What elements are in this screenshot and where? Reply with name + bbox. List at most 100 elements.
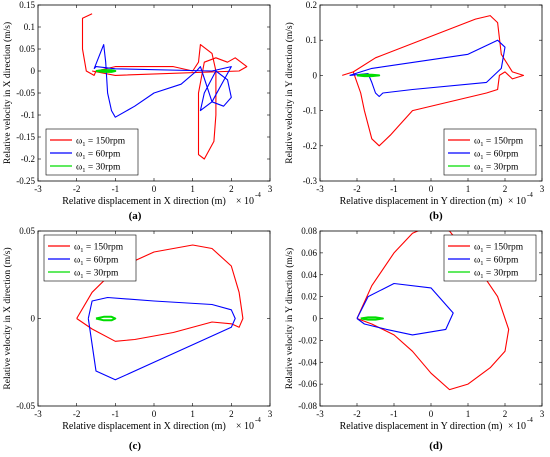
chart-panel-3: -3 -2 -1 0 1 2 3 0.05 0 -0.05 Relative displacemen… <box>2 226 273 452</box>
x-exponent-power: -4 <box>255 416 261 424</box>
y-tick-label: 0.05 <box>19 226 35 236</box>
y-tick-label: -0.1 <box>303 106 317 116</box>
y-tick-label: 0.15 <box>19 0 35 10</box>
y-tick-label: -0.3 <box>303 176 318 186</box>
x-tick-label: 2 <box>503 184 508 194</box>
legend-entry: ω1 = 30rpm <box>474 269 519 281</box>
legend-entry: ω1 = 30rpm <box>74 269 119 281</box>
chart-panel-2: -3 -2 -1 0 1 2 3 0.2 0.1 0 -0.1 -0.2 -0.3 Relative di… <box>284 0 545 222</box>
x-exponent: × 10 <box>236 421 254 432</box>
series-line-3 <box>95 315 117 322</box>
x-tick-label: -2 <box>73 184 81 194</box>
x-tick-label: 0 <box>429 184 434 194</box>
x-axis-label: Relative displacement in X direction (m) <box>62 196 226 207</box>
y-tick-label: -0.04 <box>298 357 317 367</box>
x-axis-label: Relative displacement in Y direction (m) <box>340 421 503 432</box>
x-tick-label: 3 <box>268 409 273 419</box>
legend-box <box>45 128 139 176</box>
x-tick-label: -2 <box>353 184 361 194</box>
legend-entry: ω1 = 60rpm <box>474 150 519 162</box>
legend-entry: ω1 = 30rpm <box>76 163 121 175</box>
panel-label: (a) <box>129 210 142 222</box>
series-line-2 <box>87 296 236 381</box>
y-axis-label: Relative velocity in X direction (m/s) <box>2 247 13 389</box>
y-tick-label: -0.2 <box>303 141 317 151</box>
y-tick-label: 0.1 <box>24 22 35 32</box>
series-group <box>342 15 525 147</box>
x-tick-label: 2 <box>229 409 234 419</box>
x-tick-label: 1 <box>190 409 195 419</box>
y-tick-label: 0.1 <box>306 35 317 45</box>
y-tick-label: 0 <box>313 314 318 324</box>
panel-label: (d) <box>429 440 443 452</box>
panel-label: (c) <box>129 440 142 452</box>
x-tick-label: -3 <box>34 409 42 419</box>
y-tick-label: -0.02 <box>298 335 317 345</box>
y-tick-label: -0.25 <box>16 176 35 186</box>
y-tick-label: 0 <box>31 314 36 324</box>
x-axis-label: Relative displacement in X direction (m) <box>62 421 226 432</box>
y-tick-label: 0.04 <box>301 270 317 280</box>
x-tick-label: 2 <box>503 409 508 419</box>
series-line-1 <box>81 13 248 160</box>
legend-entry: ω1 = 150rpm <box>474 137 524 149</box>
x-tick-label: -1 <box>112 184 120 194</box>
series-line-2 <box>93 44 232 118</box>
series-line-1 <box>356 231 510 391</box>
y-tick-label: 0.02 <box>301 292 317 302</box>
series-line-3 <box>356 73 381 78</box>
legend-entry: ω1 = 60rpm <box>76 150 121 162</box>
y-tick-label: -0.06 <box>298 379 317 389</box>
legend-entry: ω1 = 150rpm <box>474 243 524 255</box>
chart-panel-4: -3 -2 -1 0 1 2 3 0.08 0.06 0.04 0.02 0 -0.02 -0.04 -0.… <box>284 226 545 452</box>
x-exponent: × 10 <box>236 196 254 207</box>
x-tick-label: 3 <box>540 409 545 419</box>
panel-label: (b) <box>429 210 443 222</box>
y-tick-label: 0 <box>31 66 36 76</box>
y-tick-label: 0 <box>313 70 318 80</box>
legend-entry: ω1 = 150rpm <box>76 137 126 149</box>
x-tick-label: -1 <box>390 184 398 194</box>
y-tick-label: 0.05 <box>19 44 35 54</box>
series-line-1 <box>342 15 525 147</box>
series-line-2 <box>349 39 506 98</box>
legend-box <box>443 234 537 282</box>
y-tick-label: -0.05 <box>16 88 35 98</box>
series-line-2 <box>356 282 454 336</box>
y-axis-label: Relative velocity in X direction (m/s) <box>2 22 13 164</box>
x-tick-label: -3 <box>34 184 42 194</box>
x-tick-label: -2 <box>353 409 361 419</box>
series-group <box>76 244 244 381</box>
x-exponent: × 10 <box>508 421 526 432</box>
y-tick-label: -0.15 <box>16 132 35 142</box>
y-tick-label: -0.08 <box>298 401 317 411</box>
y-tick-label: 0.2 <box>306 0 317 10</box>
y-tick-label: 0.08 <box>301 226 317 236</box>
x-tick-label: 1 <box>190 184 195 194</box>
x-tick-label: -2 <box>73 409 81 419</box>
x-tick-label: 1 <box>466 184 471 194</box>
x-tick-label: -3 <box>316 184 324 194</box>
series-line-3 <box>95 69 117 73</box>
x-tick-label: 0 <box>152 184 157 194</box>
x-tick-label: 2 <box>229 184 234 194</box>
x-tick-label: 3 <box>540 184 545 194</box>
x-exponent-power: -4 <box>527 416 533 424</box>
series-group <box>81 13 248 160</box>
y-tick-label: -0.2 <box>21 154 35 164</box>
y-tick-label: 0.06 <box>301 248 317 258</box>
series-line-1 <box>76 244 244 342</box>
x-tick-label: -1 <box>112 409 120 419</box>
legend-entry: ω1 = 30rpm <box>474 163 519 175</box>
x-tick-label: 0 <box>152 409 157 419</box>
chart-panel-1: -3 -2 -1 0 1 2 3 0.15 0.1 0.05 0 -0.05 -0.1 -0.15 -0.2… <box>2 0 273 222</box>
legend-box <box>443 128 537 176</box>
x-exponent-power: -4 <box>255 191 261 199</box>
x-exponent: × 10 <box>508 196 526 207</box>
x-axis-label: Relative displacement in Y direction (m) <box>340 196 503 207</box>
